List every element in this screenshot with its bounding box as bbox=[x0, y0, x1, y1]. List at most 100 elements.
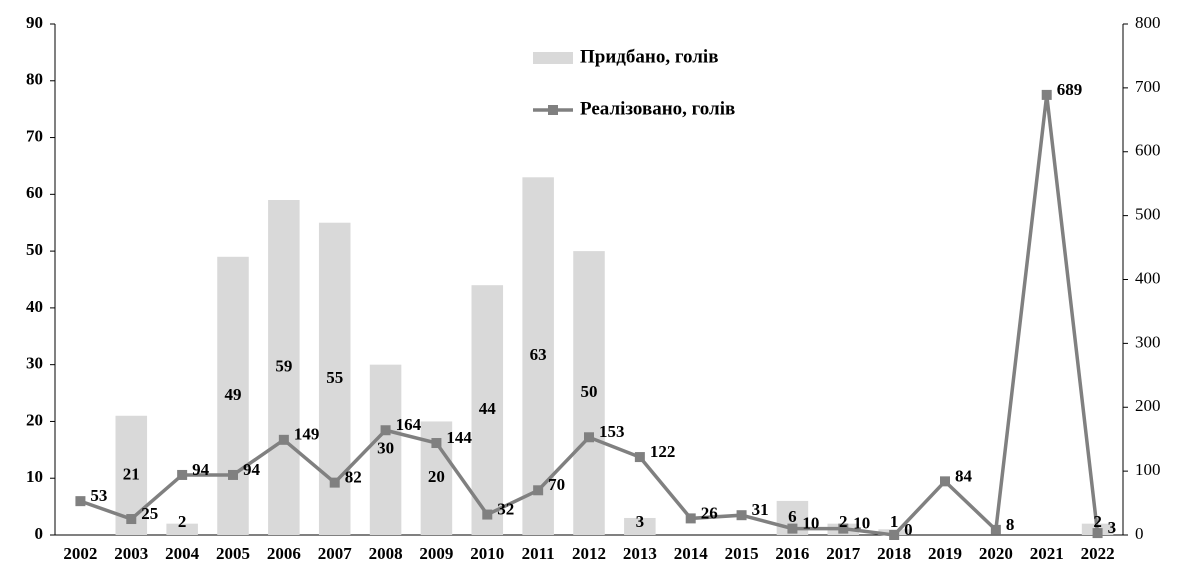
x-tick-label: 2007 bbox=[318, 544, 353, 563]
y-tick-label: 70 bbox=[26, 126, 43, 145]
x-tick-label: 2010 bbox=[470, 544, 504, 563]
marker bbox=[940, 476, 950, 487]
marker bbox=[380, 425, 391, 436]
line-value-label: 3 bbox=[1108, 518, 1117, 537]
y2-tick-label: 600 bbox=[1135, 141, 1161, 160]
bar-value-label: 55 bbox=[326, 368, 343, 387]
y-tick-label: 0 bbox=[35, 524, 44, 543]
x-tick-label: 2018 bbox=[877, 544, 911, 563]
bar-value-label: 2 bbox=[1093, 512, 1102, 531]
marker bbox=[838, 523, 849, 534]
x-tick-label: 2008 bbox=[369, 544, 403, 563]
line-value-label: 94 bbox=[243, 460, 261, 479]
bar bbox=[369, 364, 402, 535]
bar-value-label: 44 bbox=[479, 399, 497, 418]
y-tick-label: 30 bbox=[26, 354, 43, 373]
bar-value-label: 6 bbox=[788, 507, 797, 526]
x-tick-label: 2015 bbox=[725, 544, 759, 563]
marker bbox=[75, 496, 86, 507]
line-value-label: 32 bbox=[497, 499, 514, 518]
line-value-label: 26 bbox=[701, 503, 718, 522]
bar-value-label: 63 bbox=[530, 345, 547, 364]
bar-value-label: 1 bbox=[890, 512, 899, 531]
legend-marker bbox=[548, 105, 558, 115]
bar-value-label: 49 bbox=[225, 385, 242, 404]
bar bbox=[624, 517, 656, 535]
y2-tick-label: 500 bbox=[1135, 205, 1161, 224]
marker bbox=[126, 514, 137, 525]
marker bbox=[278, 434, 289, 445]
bar-value-label: 2 bbox=[178, 512, 187, 531]
line-value-label: 122 bbox=[650, 442, 676, 461]
y-tick-label: 40 bbox=[26, 297, 43, 316]
x-tick-label: 2012 bbox=[572, 544, 606, 563]
y2-tick-label: 700 bbox=[1135, 77, 1161, 96]
marker bbox=[329, 477, 340, 488]
marker bbox=[228, 469, 238, 480]
x-tick-label: 2003 bbox=[114, 544, 148, 563]
bar bbox=[217, 256, 249, 535]
line-value-label: 25 bbox=[141, 504, 158, 523]
legend-label: Придбано, голів bbox=[580, 46, 718, 67]
bar-value-label: 2 bbox=[839, 512, 848, 531]
marker bbox=[685, 513, 696, 524]
bar bbox=[471, 285, 504, 535]
bar-value-label: 30 bbox=[377, 439, 394, 458]
marker bbox=[1092, 528, 1103, 539]
y-tick-label: 80 bbox=[26, 70, 43, 89]
bar bbox=[268, 200, 300, 535]
x-tick-label: 2020 bbox=[979, 544, 1013, 563]
x-tick-label: 2009 bbox=[419, 544, 453, 563]
y-tick-label: 60 bbox=[26, 183, 43, 202]
bar bbox=[522, 177, 554, 536]
bar-value-label: 21 bbox=[123, 464, 140, 483]
marker bbox=[482, 509, 493, 520]
marker bbox=[431, 438, 442, 449]
y2-tick-label: 0 bbox=[1135, 524, 1144, 543]
marker bbox=[1041, 89, 1052, 100]
line-value-label: 53 bbox=[90, 486, 107, 505]
x-tick-label: 2019 bbox=[928, 544, 962, 563]
x-tick-label: 2022 bbox=[1081, 544, 1115, 563]
marker bbox=[584, 432, 594, 443]
marker bbox=[533, 485, 544, 496]
line-value-label: 8 bbox=[1006, 515, 1015, 534]
x-tick-label: 2002 bbox=[63, 544, 97, 563]
line-value-label: 31 bbox=[752, 500, 769, 519]
line-value-label: 149 bbox=[294, 425, 320, 444]
y2-tick-label: 100 bbox=[1135, 460, 1161, 479]
x-tick-label: 2016 bbox=[775, 544, 809, 563]
y-tick-label: 20 bbox=[26, 410, 43, 429]
marker bbox=[787, 523, 798, 534]
x-tick-label: 2004 bbox=[165, 544, 200, 563]
marker bbox=[990, 524, 1001, 535]
y2-tick-label: 800 bbox=[1135, 13, 1161, 32]
marker bbox=[736, 510, 747, 521]
line-value-label: 144 bbox=[446, 428, 472, 447]
line-value-label: 689 bbox=[1057, 80, 1083, 99]
line-value-label: 10 bbox=[853, 514, 870, 533]
x-tick-label: 2017 bbox=[826, 544, 861, 563]
bar bbox=[166, 523, 198, 535]
bar-value-label: 59 bbox=[275, 356, 292, 375]
y2-tick-label: 300 bbox=[1135, 332, 1161, 351]
line-value-label: 94 bbox=[192, 460, 210, 479]
x-tick-label: 2021 bbox=[1030, 544, 1064, 563]
y-tick-label: 50 bbox=[26, 240, 43, 259]
y-tick-label: 90 bbox=[26, 13, 43, 32]
line-value-label: 164 bbox=[396, 415, 422, 434]
x-tick-label: 2006 bbox=[267, 544, 301, 563]
x-tick-label: 2013 bbox=[623, 544, 657, 563]
legend-label: Реалізовано, голів bbox=[580, 98, 735, 119]
line-value-label: 84 bbox=[955, 466, 973, 485]
line-value-label: 153 bbox=[599, 422, 625, 441]
x-tick-label: 2005 bbox=[216, 544, 250, 563]
bar-value-label: 20 bbox=[428, 467, 445, 486]
bar bbox=[573, 251, 605, 535]
x-tick-label: 2014 bbox=[674, 544, 709, 563]
x-tick-label: 2011 bbox=[522, 544, 555, 563]
y2-tick-label: 400 bbox=[1135, 268, 1161, 287]
line-value-label: 10 bbox=[802, 514, 819, 533]
bar-value-label: 3 bbox=[636, 512, 645, 531]
